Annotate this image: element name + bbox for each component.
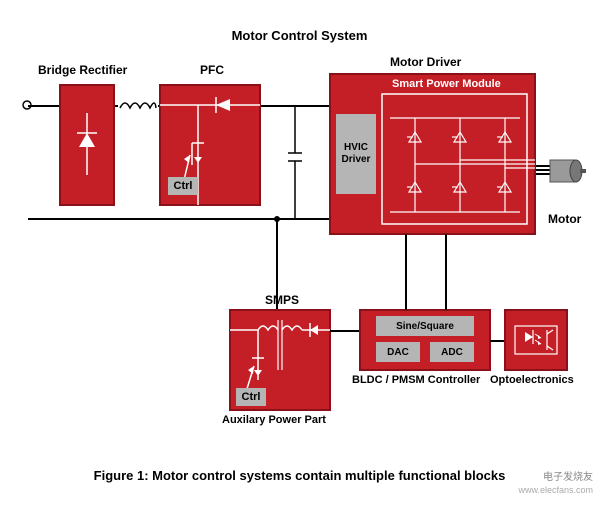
opto-label: Optoelectronics: [490, 374, 574, 386]
bridge-rectifier-block: [60, 85, 114, 205]
inductor-icon: [118, 98, 158, 112]
pfc-label: PFC: [200, 63, 224, 77]
pfc-ctrl-label: Ctrl: [168, 177, 198, 195]
adc-block: ADC: [430, 342, 474, 362]
wire-bottom-rail: [28, 218, 330, 220]
watermark-url: www.elecfans.com: [518, 485, 593, 495]
opto-block: [505, 310, 567, 370]
smps-label: SMPS: [265, 293, 299, 307]
motor-icon: [536, 152, 586, 192]
controller-bottom-label: BLDC / PMSM Controller: [352, 374, 480, 386]
wire-ctrl-to-driver-2: [445, 234, 447, 310]
motor-label: Motor: [548, 212, 581, 226]
wire-ctrl-to-opto: [490, 340, 505, 342]
aux-power-label: Auxilary Power Part: [222, 414, 326, 426]
dac-block: DAC: [376, 342, 420, 362]
spm-label: Smart Power Module: [392, 78, 501, 90]
motor-driver-label: Motor Driver: [390, 55, 461, 69]
wire-cap-node: [274, 216, 280, 222]
bridge-rectifier-label: Bridge Rectifier: [38, 63, 127, 77]
wire-smps-to-ctrl: [330, 330, 360, 332]
watermark-text: 电子发烧友: [543, 468, 593, 483]
input-terminal-icon: [22, 100, 32, 110]
sine-square-block: Sine/Square: [376, 316, 474, 336]
hvic-driver-block: HVIC Driver: [336, 114, 376, 194]
capacitor-icon: [288, 105, 302, 220]
wire-ctrl-to-driver-1: [405, 234, 407, 310]
smps-ctrl-label: Ctrl: [236, 388, 266, 406]
figure-caption: Figure 1: Motor control systems contain …: [0, 468, 599, 483]
page-title: Motor Control System: [0, 28, 599, 43]
